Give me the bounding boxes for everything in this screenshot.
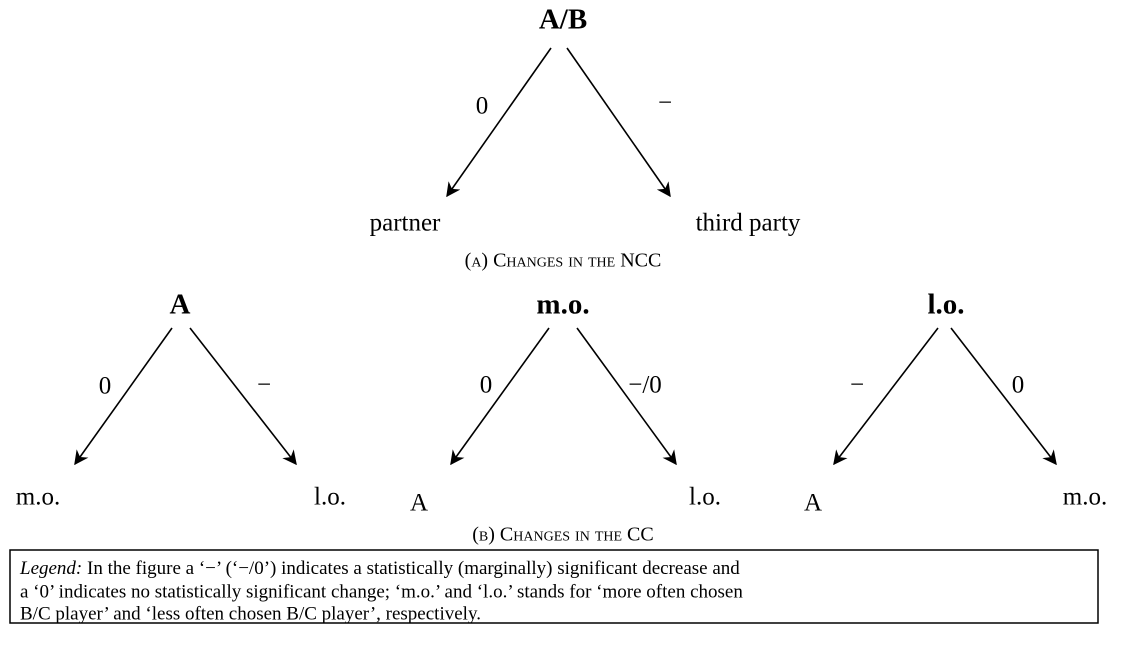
arrow <box>450 327 550 466</box>
arrow <box>566 47 671 198</box>
arrow <box>833 327 939 466</box>
edge-label: 0 <box>476 93 489 120</box>
legend-label: Legend: <box>19 558 82 579</box>
edge-label: −/0 <box>628 372 662 399</box>
root-node: A/B <box>539 4 587 36</box>
leaf-node: l.o. <box>314 484 346 511</box>
root-node: l.o. <box>927 289 964 321</box>
arrow <box>74 327 173 466</box>
leaf-node: third party <box>696 210 801 237</box>
edge-label: − <box>850 372 864 399</box>
legend-line: a ‘0’ indicates no statistically signifi… <box>20 581 743 602</box>
edge-label: 0 <box>1012 372 1025 399</box>
arrow <box>950 327 1057 466</box>
root-node: m.o. <box>536 289 589 321</box>
root-node: A <box>170 289 191 321</box>
leaf-node: m.o. <box>16 484 60 511</box>
legend-box <box>9 549 1099 624</box>
leaf-node: A <box>410 490 428 517</box>
leaf-node: m.o. <box>1063 484 1107 511</box>
arrow <box>189 327 297 466</box>
caption: (b) Changes in the CC <box>472 524 653 546</box>
leaf-node: l.o. <box>689 484 721 511</box>
arrow <box>446 47 552 198</box>
legend-line: B/C player’ and ‘less often chosen B/C p… <box>20 603 481 624</box>
leaf-node: A <box>804 490 822 517</box>
edge-label: 0 <box>99 373 112 400</box>
leaf-node: partner <box>370 210 441 237</box>
legend-text: In the figure a ‘−’ (‘−/0’) indicates a … <box>87 558 740 579</box>
edge-label: − <box>257 372 271 399</box>
edge-label: − <box>658 90 672 117</box>
edge-label: 0 <box>480 372 493 399</box>
caption: (a) Changes in the NCC <box>465 250 662 272</box>
arrow <box>576 327 677 466</box>
legend-line: Legend: In the figure a ‘−’ (‘−/0’) indi… <box>19 558 740 579</box>
